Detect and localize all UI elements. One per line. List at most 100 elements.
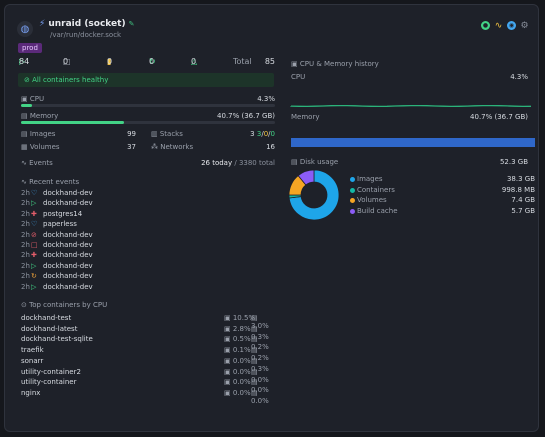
event-type-icon: ▷ <box>31 282 37 291</box>
top-container-row[interactable]: dockhand-latest ▣ 2.8% ▤ 0.3% <box>21 324 275 341</box>
event-type-icon: ✚ <box>31 209 37 218</box>
event-time: 2h <box>21 241 30 249</box>
top-containers-title: ⊙ Top containers by CPU <box>21 301 108 309</box>
legend-value: 7.4 GB <box>511 196 535 205</box>
total-count: 85 <box>264 57 275 66</box>
restart-icon: ↻ <box>149 57 156 66</box>
cpu-icon: ▣ <box>21 95 28 103</box>
top-container-row[interactable]: dockhand-test ▣ 10.5% ▤ 3.0% <box>21 314 275 330</box>
container-name: dockhand-test <box>21 314 72 322</box>
top-container-row[interactable]: nginx ▣ 0.0% ▤ 0.0% <box>21 388 275 405</box>
paused-icon: ▮ <box>107 57 112 66</box>
memory-value: 40.7% (36.7 GB) <box>217 112 275 120</box>
container-cpu: ▣ 2.8% <box>224 324 251 333</box>
event-type-icon: ♡ <box>31 220 38 229</box>
stacks-row[interactable]: ▥ Stacks 3 3/0/0 <box>151 130 275 138</box>
check-circle-icon: ⊘ <box>24 76 30 84</box>
settings-gear-icon[interactable]: ⚙ <box>520 20 529 31</box>
container-cpu: ▣ 0.0% <box>224 378 251 387</box>
top-container-row[interactable]: sonarr ▣ 0.0% ▤ 0.3% <box>21 356 275 373</box>
edit-icon[interactable]: ✎ <box>128 20 135 28</box>
images-row[interactable]: ▤ Images 99 <box>21 130 136 138</box>
container-cpu: ▣ 0.0% <box>224 367 251 376</box>
running-icon: ▷ <box>19 57 26 66</box>
container-cpu: ▣ 10.5% <box>224 314 256 322</box>
event-row[interactable]: 2h ⊘ dockhand-dev <box>21 231 141 241</box>
history-memory-label: Memory <box>291 113 320 121</box>
event-row[interactable]: 2h ♡ paperless <box>21 220 141 230</box>
environment-title[interactable]: ⚡ unraid (socket) ✎ <box>39 19 135 29</box>
env-tag[interactable]: prod <box>18 43 42 53</box>
event-row[interactable]: 2h ▷ dockhand-dev <box>21 199 141 209</box>
event-time: 2h <box>21 209 30 218</box>
event-type-icon: ✚ <box>31 251 37 260</box>
event-row[interactable]: 2h ▷ dockhand-dev <box>21 262 141 272</box>
event-row[interactable]: 2h ✚ postgres14 <box>21 210 141 220</box>
cpu-history-chart <box>290 104 532 108</box>
event-time: 2h <box>21 251 30 260</box>
event-row[interactable]: 2h ✚ dockhand-dev <box>21 251 141 261</box>
memory-icon: ▤ <box>21 112 28 120</box>
environment-card: ◍ ⚡ unraid (socket) ✎ /var/run/docker.sock… <box>4 4 539 432</box>
legend-dot <box>350 177 355 182</box>
events-row: ∿ Events 26 today / 3380 total <box>21 159 275 167</box>
activity-icon[interactable]: ∿ <box>494 20 503 31</box>
cpu-label: ▣ CPU <box>21 95 45 103</box>
globe-icon: ◍ <box>17 21 33 37</box>
event-row[interactable]: 2h ↻ dockhand-dev <box>21 272 141 282</box>
networks-row[interactable]: ⁂ Networks 16 <box>151 143 275 151</box>
stacks-icon: ▥ <box>151 130 158 138</box>
stopped-icon: □ <box>63 57 71 66</box>
activity-icon: ∿ <box>21 178 27 186</box>
top-container-row[interactable]: dockhand-test-sqlite ▣ 0.5% ▤ 0.2% <box>21 335 275 351</box>
volumes-row[interactable]: ▦ Volumes 37 <box>21 143 136 151</box>
container-name: nginx <box>21 388 41 397</box>
event-container-name: dockhand-dev <box>43 272 93 281</box>
event-type-icon: ▷ <box>31 261 37 270</box>
event-type-icon: ↻ <box>31 272 37 281</box>
memory-label: ▤ Memory <box>21 112 59 120</box>
container-name: utility-container2 <box>21 367 81 376</box>
events-count: 26 today / 3380 total <box>201 159 275 167</box>
legend-dot <box>350 208 355 214</box>
network-icon: ⁂ <box>151 143 158 151</box>
legend-dot <box>350 198 355 204</box>
donut-slices <box>288 169 340 221</box>
event-row[interactable]: 2h ▷ dockhand-dev <box>21 283 141 293</box>
container-cpu: ▣ 0.0% <box>224 388 251 397</box>
container-cpu: ▣ 0.0% <box>224 356 251 365</box>
top-container-row[interactable]: utility-container2 ▣ 0.0% ▤ 0.0% <box>21 367 275 384</box>
event-row[interactable]: 2h ♡ dockhand-dev <box>21 189 141 199</box>
container-name: dockhand-test-sqlite <box>21 335 93 344</box>
volumes-count: 37 <box>127 143 136 151</box>
online-status-icon: ● <box>481 21 490 30</box>
event-time: 2h <box>21 189 30 197</box>
networks-count: 16 <box>266 143 275 151</box>
top-container-row[interactable]: traefik ▣ 0.1% ▤ 0.2% <box>21 346 275 362</box>
total-label: Total <box>233 57 252 66</box>
container-name: dockhand-latest <box>21 324 78 333</box>
memory-history-area <box>291 138 535 147</box>
event-time: 2h <box>21 272 30 281</box>
recent-events-title: ∿ Recent events <box>21 178 80 186</box>
cpu-icon: ⊙ <box>21 301 27 309</box>
container-cpu: ▣ 0.1% <box>224 346 251 355</box>
legend-label: Volumes <box>357 196 387 205</box>
activity-icon: ∿ <box>21 159 27 167</box>
health-banner: ⊘ All containers healthy <box>18 73 274 87</box>
top-container-row[interactable]: utility-container ▣ 0.0% ▤ 0.0% <box>21 378 275 394</box>
disk-legend-item: Build cache 5.7 GB <box>350 207 535 217</box>
container-name: utility-container <box>21 378 77 387</box>
event-type-icon: ♡ <box>31 189 38 197</box>
docker-icon[interactable]: ◉ <box>507 21 516 30</box>
event-container-name: dockhand-dev <box>43 189 93 197</box>
socket-path: /var/run/docker.sock <box>50 31 122 39</box>
event-container-name: dockhand-dev <box>43 282 93 291</box>
container-memory: ▤ 0.2% <box>251 346 269 363</box>
event-container-name: dockhand-dev <box>43 261 93 270</box>
memory-bar-fill <box>21 121 125 124</box>
event-row[interactable]: 2h □ dockhand-dev <box>21 241 141 251</box>
container-stats: ▷ 84 □ 0 ▮ 0 ↻ 0 △ 0 Total 85 <box>19 57 275 66</box>
container-memory: ▤ 0.3% <box>251 324 269 341</box>
event-type-icon: □ <box>31 241 38 249</box>
